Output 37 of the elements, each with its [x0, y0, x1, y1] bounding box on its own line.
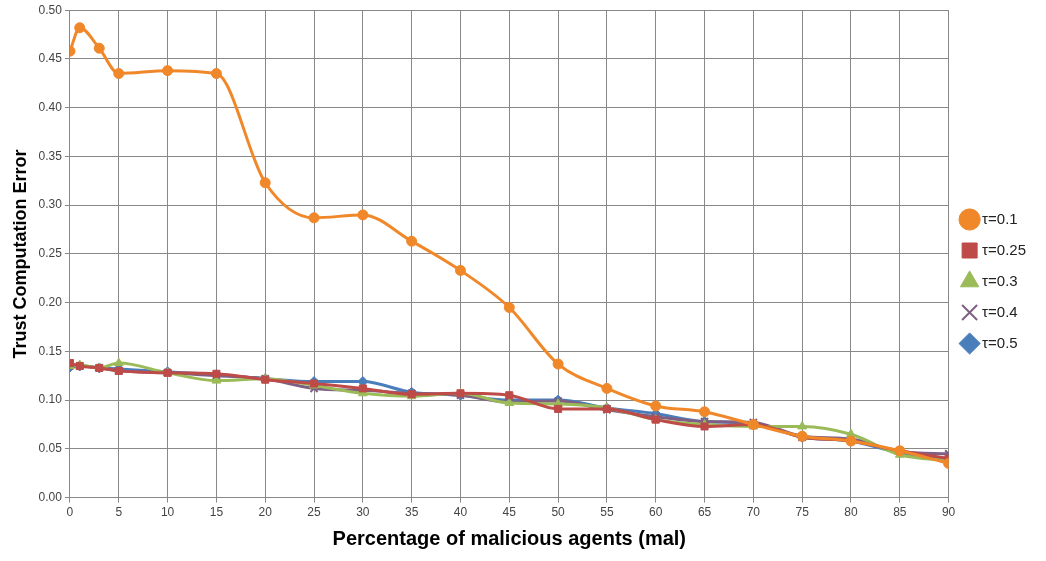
x-tick-label: 10 — [160, 505, 175, 520]
y-tick-label: 0.30 — [38, 197, 63, 212]
y-tick-label: 0.10 — [38, 392, 63, 407]
x-tick-label: 55 — [600, 505, 614, 520]
x-tick-label: 85 — [893, 505, 907, 520]
legend-label: τ=0.25 — [982, 240, 1027, 258]
y-tick-label: 0.00 — [38, 489, 63, 504]
y-tick-label: 0.25 — [38, 246, 63, 261]
x-tick-label: 75 — [795, 505, 810, 520]
x-tick-label: 70 — [746, 505, 761, 520]
legend-label: τ=0.4 — [982, 302, 1018, 320]
x-tick-label: 65 — [697, 505, 712, 520]
legend-label: τ=0.3 — [982, 271, 1018, 289]
x-tick-label: 50 — [551, 505, 566, 520]
x-tick-label: 0 — [66, 505, 74, 520]
y-tick-label: 0.20 — [38, 294, 63, 309]
y-tick-label: 0.50 — [38, 2, 63, 17]
x-tick-label: 25 — [307, 505, 322, 520]
x-tick-label: 90 — [941, 505, 956, 520]
legend-label: τ=0.1 — [982, 209, 1018, 227]
legend-label: τ=0.5 — [982, 333, 1018, 351]
x-tick-label: 15 — [209, 505, 224, 520]
x-tick-label: 45 — [502, 505, 517, 520]
x-axis-title: Percentage of malicious agents (mal) — [332, 526, 687, 549]
y-tick-label: 0.35 — [38, 148, 63, 163]
x-tick-label: 5 — [115, 505, 123, 520]
x-tick-label: 60 — [649, 505, 663, 520]
x-tick-label: 40 — [453, 505, 468, 520]
y-tick-label: 0.05 — [38, 441, 63, 456]
y-tick-label: 0.45 — [38, 51, 63, 66]
y-tick-label: 0.15 — [38, 343, 63, 358]
y-tick-label: 0.40 — [38, 99, 63, 114]
y-axis-title: Trust Computation Error — [9, 149, 30, 359]
x-tick-label: 80 — [844, 505, 858, 520]
x-tick-label: 20 — [258, 505, 273, 520]
x-tick-label: 30 — [356, 505, 370, 520]
x-tick-label: 35 — [404, 505, 419, 520]
